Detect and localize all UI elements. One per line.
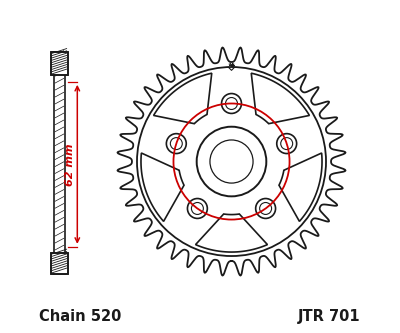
Polygon shape [251, 73, 310, 124]
Polygon shape [154, 73, 212, 124]
Bar [51, 253, 68, 274]
Bar [51, 253, 68, 274]
Circle shape [137, 67, 326, 256]
Polygon shape [279, 153, 322, 221]
Circle shape [210, 140, 253, 183]
Text: JTR 701: JTR 701 [298, 309, 361, 324]
Bar [51, 52, 68, 75]
Circle shape [277, 134, 297, 154]
Circle shape [260, 202, 272, 214]
Circle shape [192, 202, 203, 214]
Circle shape [170, 138, 182, 150]
Text: 108 mm: 108 mm [246, 173, 303, 186]
Circle shape [226, 98, 238, 110]
Text: 8.5: 8.5 [244, 88, 263, 98]
Text: Chain 520: Chain 520 [39, 309, 122, 324]
Text: 62 mm: 62 mm [65, 143, 75, 186]
Bar [51, 52, 68, 75]
Circle shape [188, 198, 207, 218]
Circle shape [281, 138, 293, 150]
Circle shape [256, 198, 276, 218]
Polygon shape [196, 214, 268, 252]
Circle shape [222, 94, 242, 114]
Bar [54, 52, 65, 274]
Circle shape [197, 127, 266, 196]
Circle shape [166, 134, 186, 154]
Polygon shape [141, 153, 184, 221]
